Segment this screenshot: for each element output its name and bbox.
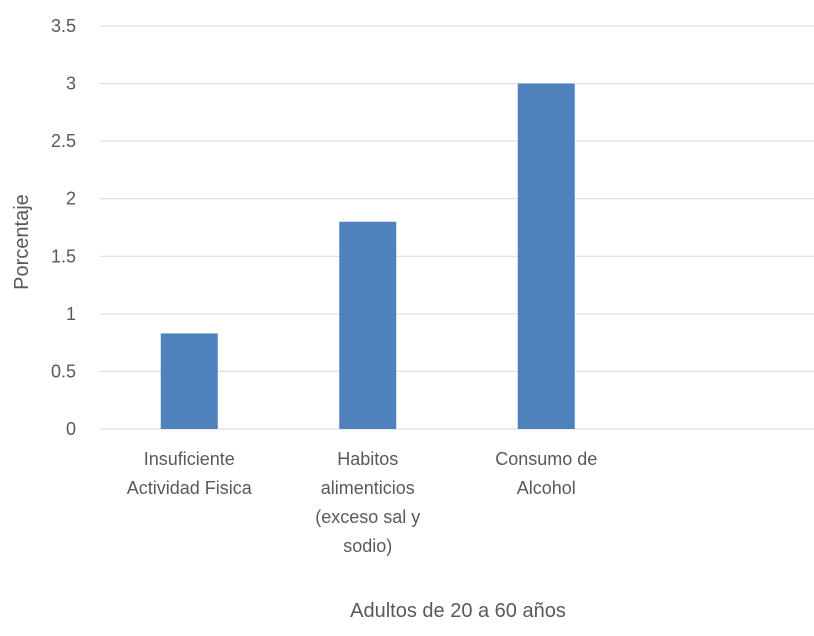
- x-category-line: Consumo de: [495, 449, 597, 469]
- x-axis-categories: Insuficiente Actividad Fisica Habitos alime…: [127, 449, 598, 556]
- y-tick-label: 2.5: [51, 131, 76, 151]
- y-tick-label: 1: [66, 304, 76, 324]
- bar: [160, 333, 218, 429]
- bar: [339, 221, 397, 429]
- x-category-line: (exceso sal y: [315, 507, 420, 527]
- x-category-label: Consumo de Alcohol: [495, 449, 597, 498]
- x-category-line: Habitos: [337, 449, 398, 469]
- y-axis-ticks: 0 0.5 1 1.5 2 2.5 3 3.5: [51, 16, 76, 439]
- y-tick-label: 3: [66, 74, 76, 94]
- y-tick-label: 0.5: [51, 361, 76, 381]
- bars: [160, 83, 575, 430]
- y-tick-label: 2: [66, 189, 76, 209]
- x-category-line: Actividad Fisica: [127, 478, 253, 498]
- x-category-label: Habitos alimenticios (exceso sal y sodio): [315, 449, 420, 556]
- x-category-line: Alcohol: [517, 478, 576, 498]
- y-tick-label: 1.5: [51, 246, 76, 266]
- gridlines: [100, 25, 814, 430]
- y-tick-label: 3.5: [51, 16, 76, 36]
- y-axis-title: Porcentaje: [11, 194, 33, 290]
- x-category-label: Insuficiente Actividad Fisica: [127, 449, 253, 498]
- y-tick-label: 0: [66, 419, 76, 439]
- x-category-line: sodio): [343, 536, 392, 556]
- x-category-line: Insuficiente: [144, 449, 235, 469]
- bar: [517, 83, 575, 430]
- x-axis-title: Adultos de 20 a 60 años: [350, 600, 566, 622]
- x-category-line: alimenticios: [321, 478, 415, 498]
